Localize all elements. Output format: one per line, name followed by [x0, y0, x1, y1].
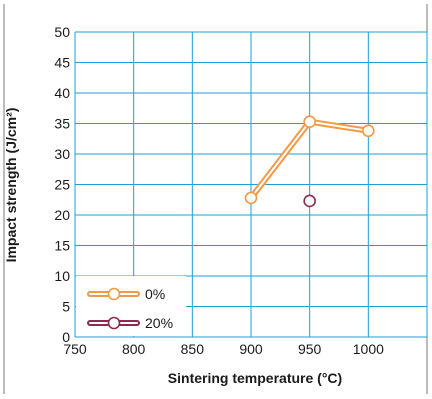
- tick-labels: 750 800 850 900 950 1000 0 5 10 15 20 25 30 35 40 45 50: [54, 24, 384, 357]
- x-tick-label: 950: [298, 341, 322, 357]
- data-point: [303, 115, 316, 128]
- data-point: [303, 194, 316, 208]
- y-tick-label: 40: [54, 85, 70, 101]
- legend: 0% 20%: [76, 276, 186, 336]
- x-tick-label: 1000: [353, 341, 384, 357]
- x-tick-label: 750: [63, 341, 87, 357]
- legend-label: 20%: [145, 315, 173, 331]
- y-tick-label: 35: [54, 116, 70, 132]
- data-point: [244, 191, 258, 205]
- y-axis-label: Impact strength (J/cm²): [3, 108, 19, 263]
- x-tick-label: 900: [239, 341, 263, 357]
- y-tick-label: 50: [54, 24, 70, 40]
- legend-label: 0%: [145, 286, 165, 302]
- data-point: [362, 124, 375, 138]
- x-tick-label: 850: [181, 341, 205, 357]
- y-tick-label: 5: [62, 299, 70, 315]
- y-tick-label: 30: [54, 146, 70, 162]
- y-tick-label: 15: [54, 238, 70, 254]
- y-tick-label: 0: [62, 329, 70, 345]
- y-tick-label: 20: [54, 207, 70, 223]
- series-layer: [244, 115, 375, 208]
- x-tick-label: 800: [122, 341, 146, 357]
- y-tick-label: 45: [54, 55, 70, 71]
- legend-marker: [107, 287, 121, 301]
- y-tick-label: 25: [54, 177, 70, 193]
- legend-marker: [107, 316, 121, 330]
- x-axis-label: Sintering temperature (°C): [168, 370, 342, 386]
- y-tick-label: 10: [54, 268, 70, 284]
